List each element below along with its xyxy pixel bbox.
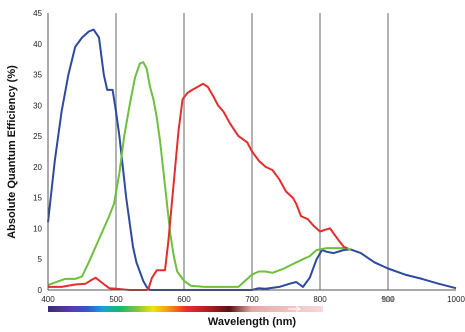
x-tick-label-900: 900 <box>381 295 395 304</box>
y-tick-label-0: 0 <box>38 286 43 295</box>
y-tick-label-10: 10 <box>33 224 42 233</box>
x-tick-labels: 400 500 600 700 800 900 1000 <box>41 295 465 304</box>
x-tick-label-600: 600 <box>177 295 191 304</box>
x-tick-label-500: 500 <box>109 295 123 304</box>
nir-arrow-icon <box>288 306 301 312</box>
y-axis-title: Absolute Quantum Efficiency (%) <box>6 65 18 239</box>
y-tick-label-35: 35 <box>33 71 42 80</box>
series-lines <box>47 28 457 291</box>
x-tick-label-400: 400 <box>41 295 55 304</box>
y-tick-label-20: 20 <box>33 163 42 172</box>
y-tick-label-15: 15 <box>33 194 42 203</box>
y-tick-labels: 0 5 10 15 20 25 30 35 40 45 <box>33 9 42 295</box>
y-tick-label-25: 25 <box>33 132 42 141</box>
spectrum-bar <box>48 306 323 312</box>
y-tick-label-5: 5 <box>38 255 43 264</box>
y-tick-label-40: 40 <box>33 40 42 49</box>
x-axis-title: Wavelength (nm) <box>208 316 297 328</box>
y-tick-label-45: 45 <box>33 9 42 18</box>
x-tick-label-1000: 1000 <box>447 295 465 304</box>
x-tick-label-800: 800 <box>313 295 327 304</box>
y-tick-label-30: 30 <box>33 101 42 110</box>
series-line-2 <box>47 61 352 288</box>
nir-label: NIR <box>382 297 394 304</box>
x-tick-label-700: 700 <box>245 295 259 304</box>
series-line-3 <box>48 82 348 291</box>
